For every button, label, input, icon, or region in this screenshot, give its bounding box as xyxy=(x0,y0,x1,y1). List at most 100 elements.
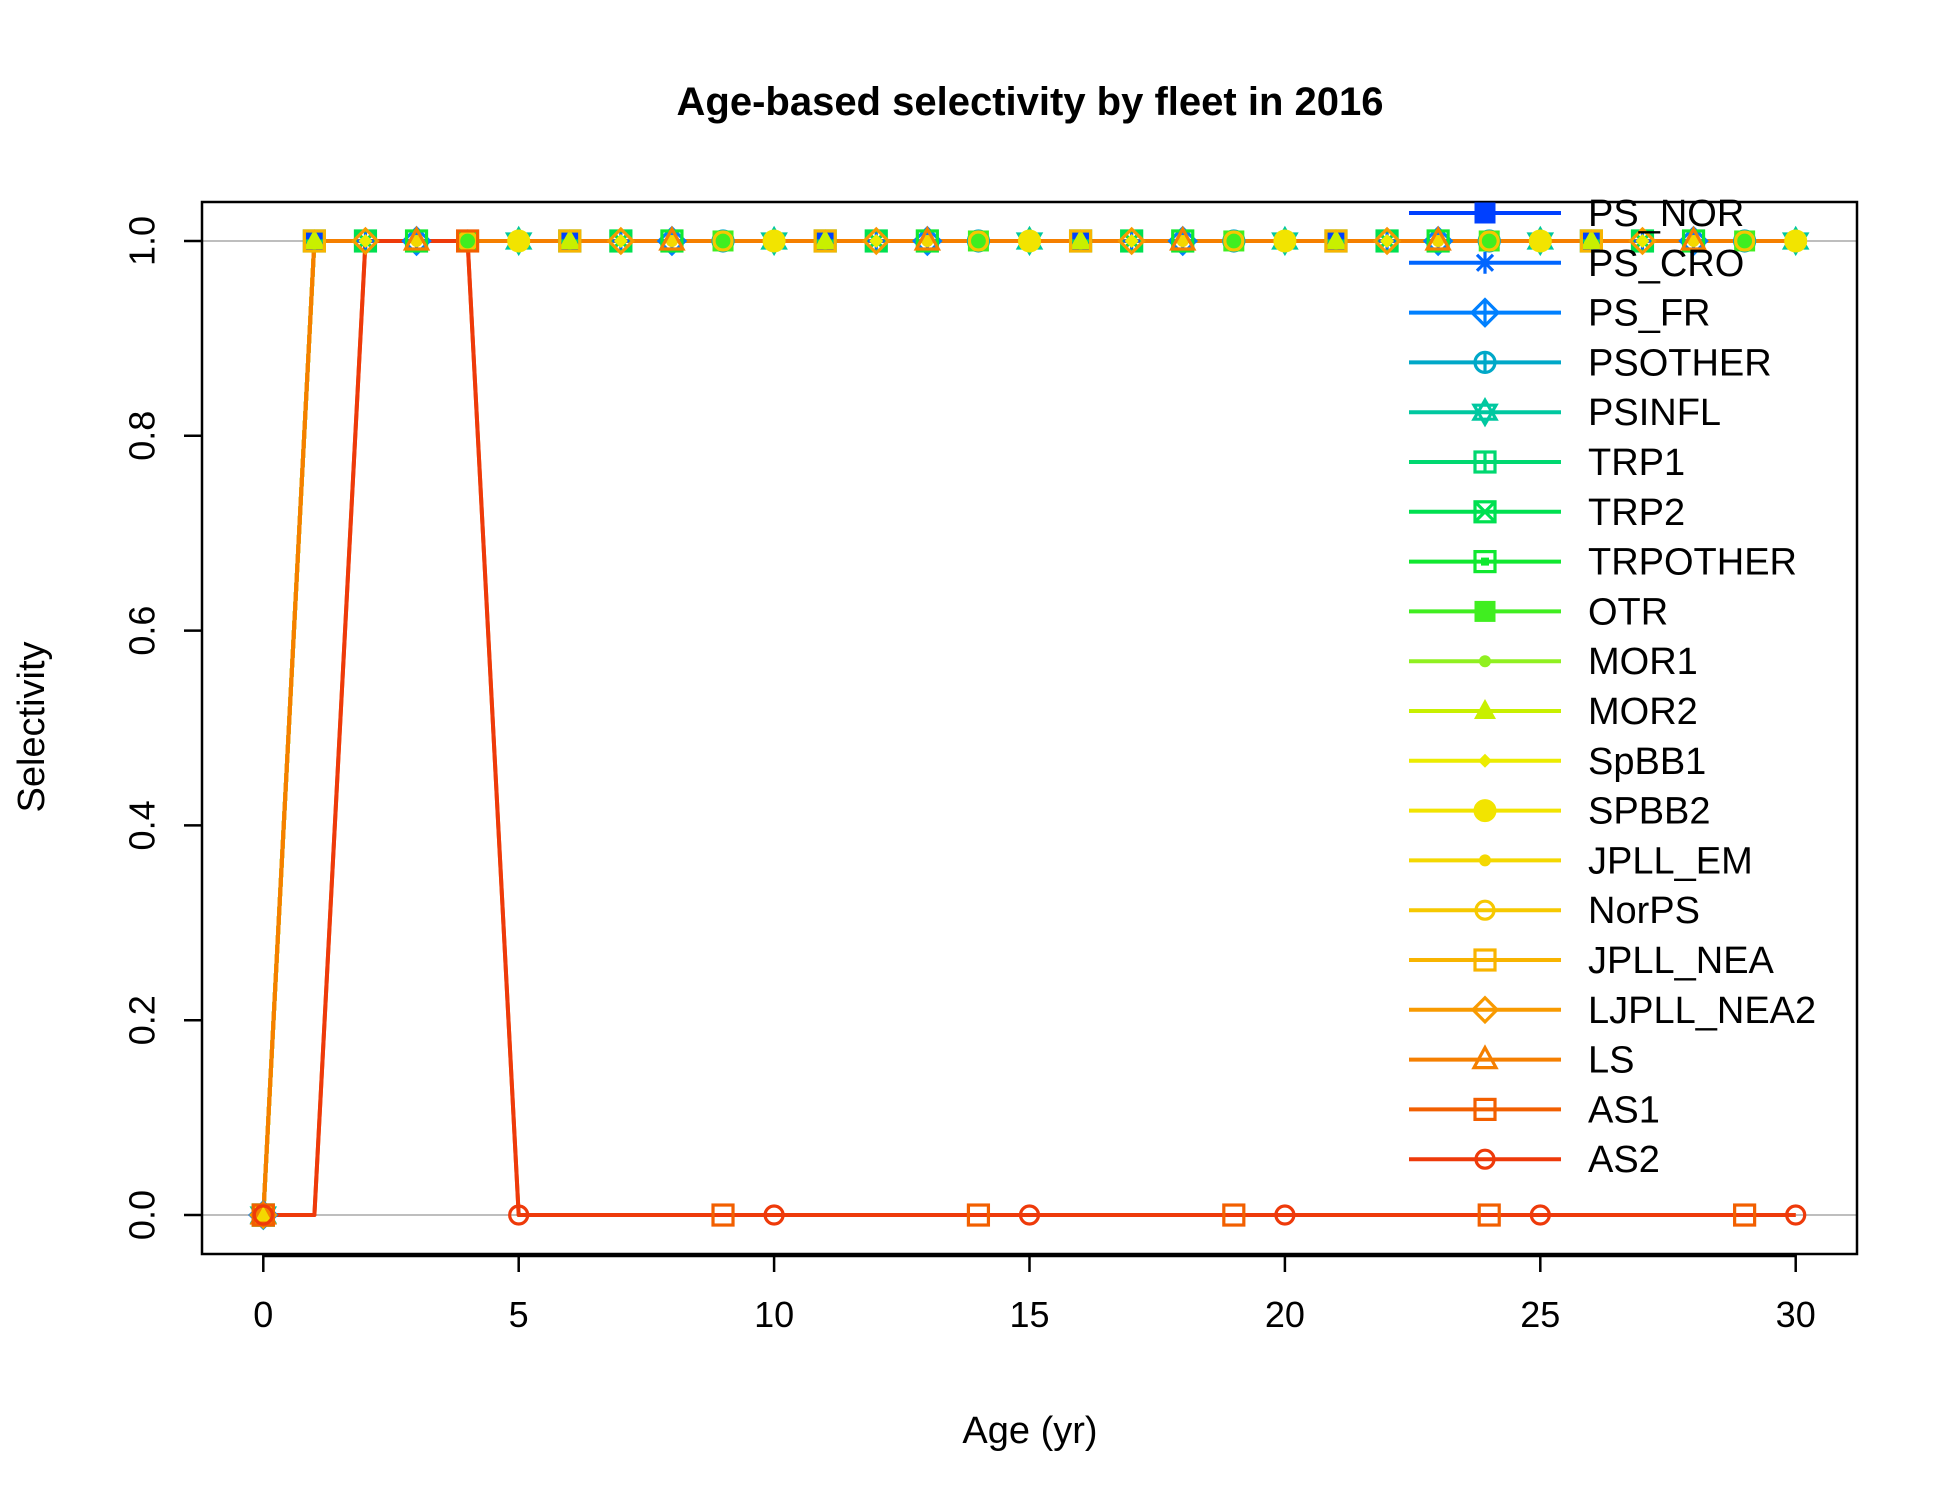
data-point xyxy=(558,229,582,253)
legend-item: TRPOTHER xyxy=(1409,542,1797,584)
series-markers-PSOTHER xyxy=(251,229,1757,1227)
legend-label: PSINFL xyxy=(1588,392,1721,434)
x-tick-label: 15 xyxy=(1009,1294,1049,1335)
series-markers-SpBB1 xyxy=(256,233,1650,1223)
legend-item: PS_NOR xyxy=(1409,193,1744,235)
data-point xyxy=(507,229,531,253)
series-markers xyxy=(248,225,1810,1231)
data-point xyxy=(1473,500,1497,524)
data-point xyxy=(1471,397,1499,421)
data-point xyxy=(1628,226,1657,256)
legend-label: MOR1 xyxy=(1588,641,1698,683)
legend-label: PS_CRO xyxy=(1588,243,1744,285)
data-point xyxy=(1473,500,1497,523)
data-point xyxy=(456,229,480,253)
data-point xyxy=(351,226,380,256)
data-point xyxy=(1472,299,1498,326)
legend-label: PSOTHER xyxy=(1588,342,1772,384)
series-markers-PSINFL xyxy=(249,225,1810,1231)
data-point xyxy=(1176,234,1189,247)
legend-item: PSOTHER xyxy=(1409,342,1772,384)
data-point xyxy=(1474,899,1496,921)
data-point xyxy=(913,225,942,251)
data-point xyxy=(1474,251,1496,274)
series-markers-JPLL_NEA xyxy=(251,229,1603,1227)
series-lines xyxy=(261,239,1796,1217)
x-axis: 0 5 10 15 20 25 30 xyxy=(253,1254,1816,1335)
data-point xyxy=(1479,655,1491,668)
legend-label: OTR xyxy=(1588,591,1668,633)
data-point xyxy=(613,233,628,248)
data-point xyxy=(1473,1097,1497,1122)
data-point xyxy=(861,226,891,256)
data-point xyxy=(1018,1204,1041,1226)
data-point xyxy=(1068,229,1093,253)
data-point xyxy=(1274,1204,1296,1226)
legend-item: MOR2 xyxy=(1409,691,1698,733)
data-point xyxy=(606,226,636,256)
legend-label: JPLL_NEA xyxy=(1588,940,1775,982)
series-markers-PS_FR xyxy=(248,225,1709,1231)
y-tick-label: 0.0 xyxy=(122,1190,163,1240)
data-point xyxy=(257,1209,270,1222)
y-tick-label: 0.4 xyxy=(122,800,163,850)
data-point xyxy=(1474,600,1496,622)
legend: PS_NOR PS_CRO PS_FR PSOTHER PSINFL TRP1 TRP2 TR… xyxy=(1409,193,1816,1181)
series-markers-TRP2 xyxy=(251,229,1655,1227)
data-point xyxy=(1580,228,1603,249)
y-tick-label: 0.2 xyxy=(122,995,163,1045)
data-point xyxy=(1018,229,1041,253)
legend-item: SPBB2 xyxy=(1409,791,1711,833)
data-point xyxy=(1424,225,1452,251)
data-point xyxy=(1479,854,1491,867)
data-point xyxy=(402,225,431,251)
data-point xyxy=(762,229,786,253)
series-markers-MOR1 xyxy=(257,234,1802,1222)
legend-item: JPLL_EM xyxy=(1409,840,1753,882)
x-axis-label: Age (yr) xyxy=(962,1410,1097,1452)
series-markers-NorPS xyxy=(252,230,1756,1226)
data-point xyxy=(658,225,686,251)
x-tick-label: 10 xyxy=(754,1294,794,1335)
legend-item: LS xyxy=(1409,1040,1634,1082)
data-point xyxy=(303,228,326,249)
data-point xyxy=(1169,225,1197,251)
series-markers-JPLL_EM xyxy=(257,234,1700,1222)
legend-label: LJPLL_NEA2 xyxy=(1588,990,1816,1032)
series-markers-PS_NOR xyxy=(252,230,1602,1226)
data-point xyxy=(1117,226,1146,256)
data-point xyxy=(711,1203,735,1227)
x-tick-label: 25 xyxy=(1520,1294,1560,1335)
series-markers-MOR2 xyxy=(252,228,1603,1224)
data-point xyxy=(1734,230,1756,252)
data-point xyxy=(558,228,581,249)
y-tick-label: 1.0 xyxy=(122,216,163,266)
data-point xyxy=(1273,229,1297,253)
y-tick-label: 0.6 xyxy=(122,606,163,656)
data-point xyxy=(1470,995,1500,1025)
series-markers-OTR xyxy=(252,230,1756,1226)
series-markers-PS_CRO xyxy=(252,229,1654,1227)
legend-item: LJPLL_NEA2 xyxy=(1409,990,1816,1032)
legend-label: MOR2 xyxy=(1588,691,1698,733)
legend-label: TRP2 xyxy=(1588,492,1685,534)
data-point xyxy=(665,234,678,247)
data-point xyxy=(813,229,837,253)
data-point xyxy=(410,234,423,247)
data-point xyxy=(1372,226,1402,256)
data-point xyxy=(1473,549,1497,574)
data-point xyxy=(1380,233,1395,248)
x-tick-label: 5 xyxy=(509,1294,529,1335)
data-point xyxy=(1481,557,1489,566)
data-point xyxy=(1471,1044,1499,1070)
data-point xyxy=(921,234,934,247)
chart-title: Age-based selectivity by fleet in 2016 xyxy=(677,80,1384,124)
data-point xyxy=(1432,234,1445,247)
data-point xyxy=(869,233,884,248)
legend-label: SPBB2 xyxy=(1588,791,1711,833)
legend-label: SpBB1 xyxy=(1588,741,1706,783)
legend-item: PS_FR xyxy=(1409,293,1710,335)
legend-label: LS xyxy=(1588,1040,1634,1082)
data-point xyxy=(1478,753,1492,768)
